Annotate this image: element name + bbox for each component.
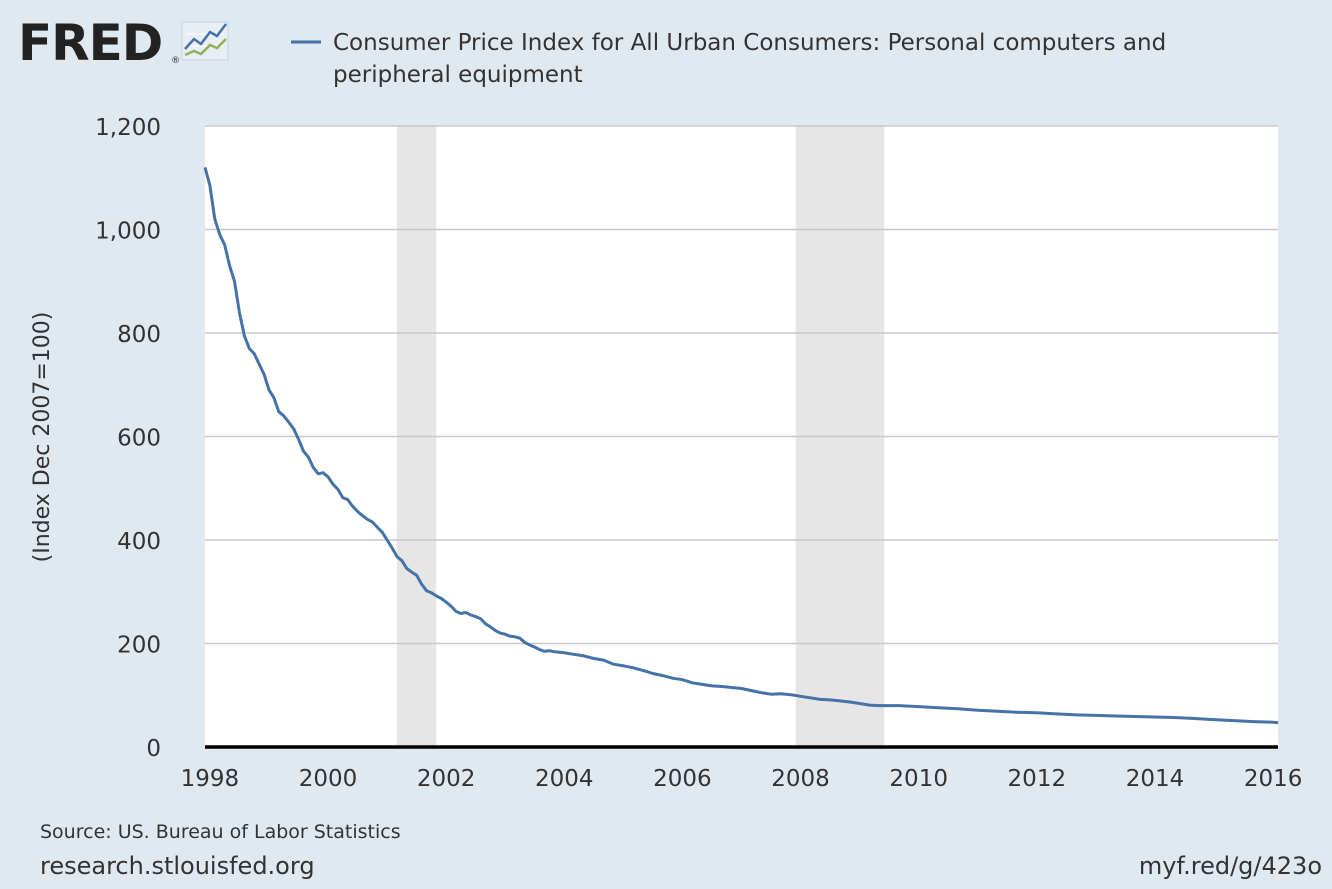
x-tick-label: 2000: [299, 766, 358, 792]
y-axis-tick-labels: 0 200 400 600 800 1,000 1,200: [95, 115, 161, 762]
y-tick-label: 400: [117, 529, 161, 555]
y-tick-label: 200: [117, 633, 161, 659]
y-gridlines: [205, 125, 1278, 645]
fred-logo-text: FRED: [18, 14, 162, 72]
site-link[interactable]: research.stlouisfed.org: [40, 852, 315, 880]
y-tick-label: 800: [117, 322, 161, 348]
x-tick-label: 2004: [535, 766, 594, 792]
y-tick-label: 1,000: [95, 219, 161, 245]
y-tick-label: 0: [146, 736, 161, 762]
source-text: Source: US. Bureau of Labor Statistics: [40, 821, 401, 843]
x-tick-label: 2006: [653, 766, 712, 792]
short-link[interactable]: myf.red/g/423o: [1139, 852, 1322, 880]
fred-logo[interactable]: FRED ®: [18, 14, 229, 72]
x-axis-tick-labels: 1998 2000 2002 2004 2006 2008 2010 2012 2014 2016: [181, 766, 1303, 792]
x-tick-label: 2008: [771, 766, 830, 792]
x-tick-label: 2014: [1126, 766, 1185, 792]
x-tick-label: 2002: [417, 766, 476, 792]
x-tick-label: 2010: [889, 766, 948, 792]
legend-title-line-1: Consumer Price Index for All Urban Consu…: [333, 30, 1166, 56]
y-tick-label: 600: [117, 426, 161, 452]
x-tick-label: 1998: [181, 766, 240, 792]
fred-logo-graph-icon: [181, 21, 229, 61]
y-axis-label: (Index Dec 2007=100): [30, 312, 55, 563]
registered-mark: ®: [171, 56, 180, 66]
y-tick-label: 1,200: [95, 115, 161, 141]
x-tick-label: 2012: [1008, 766, 1067, 792]
x-tick-label: 2016: [1244, 766, 1303, 792]
series-line[interactable]: [203, 167, 1279, 725]
series-layer: [203, 167, 1279, 725]
chart-legend[interactable]: Consumer Price Index for All Urban Consu…: [291, 30, 1166, 88]
legend-title-line-2: peripheral equipment: [333, 62, 583, 88]
